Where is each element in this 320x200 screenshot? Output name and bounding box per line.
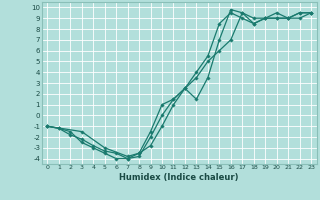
X-axis label: Humidex (Indice chaleur): Humidex (Indice chaleur) — [119, 173, 239, 182]
